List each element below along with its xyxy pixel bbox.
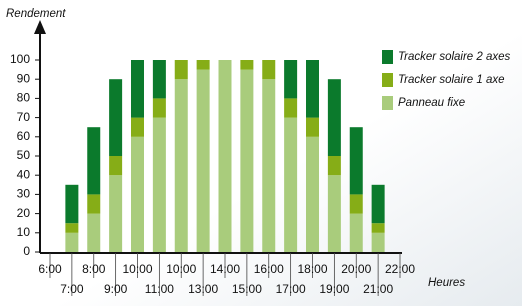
bar-segment bbox=[152, 117, 166, 252]
legend-label: Panneau fixe bbox=[398, 97, 465, 109]
bar-segment bbox=[131, 136, 144, 252]
x-tick-label: 21:00 bbox=[363, 282, 393, 296]
y-tick-label: 40 bbox=[17, 167, 31, 181]
x-tick-label: 7:00 bbox=[60, 282, 84, 296]
y-tick-label: 20 bbox=[17, 206, 31, 220]
x-tick-label: 19:00 bbox=[319, 282, 349, 296]
x-tick-label: 14:00 bbox=[210, 262, 240, 276]
x-tick-label: 10:00 bbox=[166, 262, 196, 276]
bar-segment bbox=[371, 232, 385, 252]
legend-label: Tracker solaire 1 axe bbox=[398, 74, 505, 86]
bar-segment bbox=[327, 79, 341, 156]
x-tick-label: 22:00 bbox=[385, 262, 415, 276]
x-tick-label: 6:00 bbox=[38, 262, 62, 276]
bar-segment bbox=[131, 117, 144, 137]
x-tick-label: 20:00 bbox=[341, 262, 371, 276]
x-tick-label: 9:00 bbox=[104, 282, 128, 296]
y-tick-label: 60 bbox=[17, 129, 31, 143]
bar-segment bbox=[327, 175, 341, 252]
bar-segment bbox=[306, 60, 319, 118]
bar-segment bbox=[371, 184, 385, 224]
x-tick-label: 15:00 bbox=[232, 282, 262, 296]
x-tick-label: 10:00 bbox=[122, 262, 152, 276]
x-tick-label: 16:00 bbox=[254, 262, 284, 276]
bar-segment bbox=[174, 60, 188, 80]
y-axis-arrow bbox=[34, 20, 46, 34]
bar-segment bbox=[349, 213, 363, 252]
y-tick-label: 90 bbox=[17, 71, 31, 85]
bar-segment bbox=[65, 232, 79, 252]
bar-segment bbox=[65, 223, 79, 233]
bar-segment bbox=[262, 60, 276, 80]
y-tick-label: 0 bbox=[23, 244, 30, 258]
bar-segment bbox=[196, 60, 210, 70]
bar-segment bbox=[349, 127, 363, 195]
bar-segment bbox=[284, 60, 298, 99]
x-tick-label: 17:00 bbox=[276, 282, 306, 296]
bar-segment bbox=[65, 184, 79, 224]
bar-segment bbox=[152, 60, 166, 99]
x-tick-label: 13:00 bbox=[188, 282, 218, 296]
bar-segment bbox=[240, 60, 254, 70]
x-axis-label: Heures bbox=[428, 277, 465, 289]
legend-swatch bbox=[382, 96, 393, 110]
legend-label: Tracker solaire 2 axes bbox=[398, 51, 511, 63]
bar-segment bbox=[284, 117, 298, 252]
y-tick-label: 30 bbox=[17, 187, 31, 201]
bar-segment bbox=[87, 194, 101, 214]
bar-segment bbox=[174, 79, 188, 252]
bar-segment bbox=[109, 156, 123, 176]
bar-segment bbox=[87, 127, 101, 195]
bar-segment bbox=[131, 60, 144, 118]
bar-segment bbox=[349, 194, 363, 214]
y-tick-label: 100 bbox=[10, 52, 30, 66]
bar-segment bbox=[262, 79, 276, 252]
legend-swatch bbox=[382, 50, 393, 64]
legend-swatch bbox=[382, 73, 393, 87]
x-tick-label: 11:00 bbox=[145, 282, 174, 296]
bar-segment bbox=[284, 98, 298, 118]
bar-segment bbox=[240, 69, 254, 252]
bar-segment bbox=[87, 213, 101, 252]
bar-segment bbox=[306, 117, 319, 137]
x-tick-label: 18:00 bbox=[297, 262, 327, 276]
bar-segment bbox=[196, 69, 210, 252]
bar-segment bbox=[109, 79, 123, 156]
y-tick-label: 50 bbox=[17, 148, 31, 162]
bar-segment bbox=[306, 136, 319, 252]
bar-segment bbox=[371, 223, 385, 233]
y-axis-label: Rendement bbox=[6, 8, 66, 20]
bar-segment bbox=[152, 98, 166, 118]
bar-segment bbox=[327, 156, 341, 176]
bar-segment bbox=[109, 175, 123, 252]
y-tick-label: 80 bbox=[17, 91, 31, 105]
bar-segment bbox=[218, 60, 232, 252]
y-tick-label: 70 bbox=[17, 110, 31, 124]
x-tick-label: 8:00 bbox=[82, 262, 106, 276]
y-tick-label: 10 bbox=[17, 225, 31, 239]
